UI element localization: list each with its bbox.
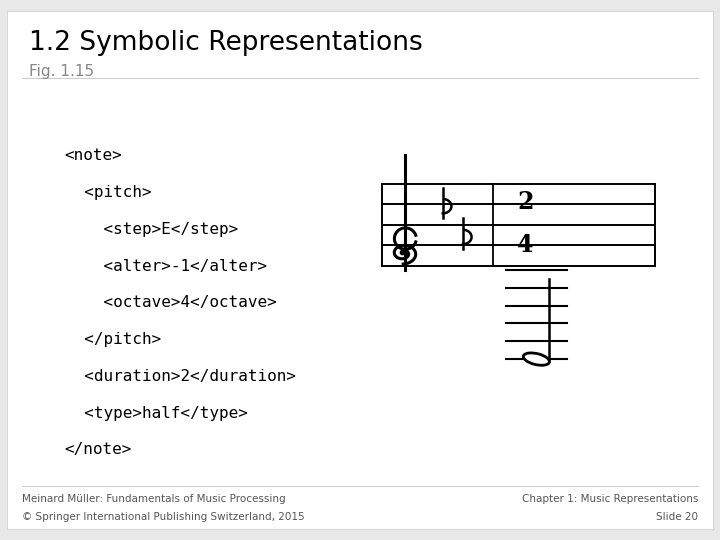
Text: <octave>4</octave>: <octave>4</octave> bbox=[65, 295, 276, 310]
Text: <type>half</type>: <type>half</type> bbox=[65, 406, 248, 421]
Text: </note>: </note> bbox=[65, 442, 132, 457]
Text: © Springer International Publishing Switzerland, 2015: © Springer International Publishing Swit… bbox=[22, 512, 305, 522]
Text: Slide 20: Slide 20 bbox=[657, 512, 698, 522]
Text: <note>: <note> bbox=[65, 148, 122, 164]
Text: 2: 2 bbox=[518, 190, 534, 214]
Text: <pitch>: <pitch> bbox=[65, 185, 151, 200]
Text: 4: 4 bbox=[518, 233, 534, 257]
Text: <alter>-1</alter>: <alter>-1</alter> bbox=[65, 259, 267, 274]
Text: Chapter 1: Music Representations: Chapter 1: Music Representations bbox=[522, 494, 698, 504]
Text: </pitch>: </pitch> bbox=[65, 332, 161, 347]
Text: <duration>2</duration>: <duration>2</duration> bbox=[65, 369, 296, 384]
Text: Meinard Müller: Fundamentals of Music Processing: Meinard Müller: Fundamentals of Music Pr… bbox=[22, 494, 285, 504]
Text: 1.2 Symbolic Representations: 1.2 Symbolic Representations bbox=[29, 30, 423, 56]
Ellipse shape bbox=[523, 353, 549, 365]
Text: <step>E</step>: <step>E</step> bbox=[65, 222, 238, 237]
Text: Fig. 1.15: Fig. 1.15 bbox=[29, 64, 94, 79]
